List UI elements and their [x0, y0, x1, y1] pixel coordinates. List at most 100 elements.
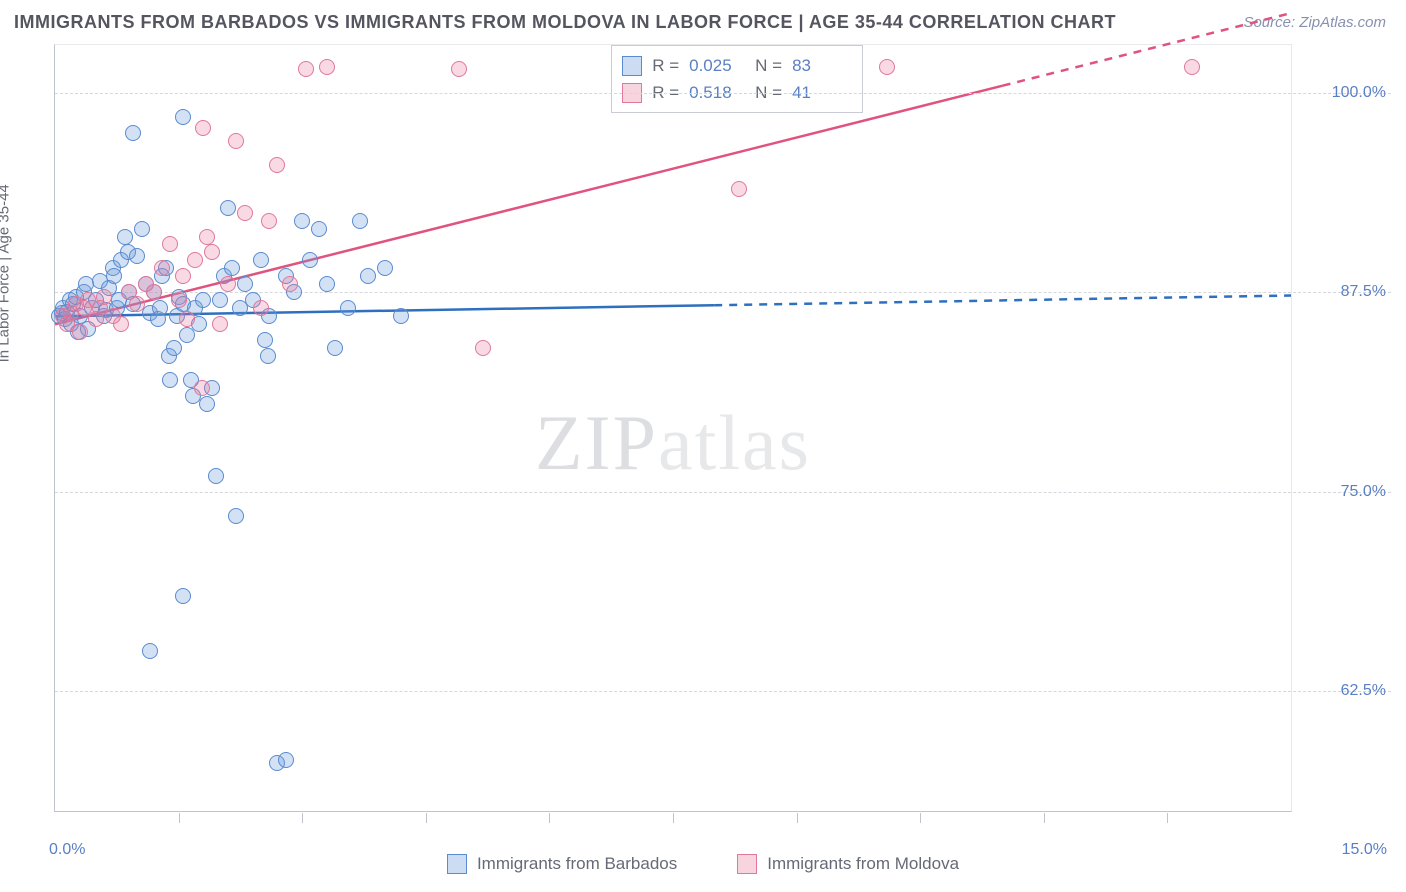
data-point-barbados — [78, 276, 94, 292]
data-point-barbados — [51, 308, 67, 324]
y-tick-label: 100.0% — [1296, 84, 1386, 102]
data-point-barbados — [175, 588, 191, 604]
data-point-moldova — [162, 236, 178, 252]
data-point-barbados — [311, 221, 327, 237]
data-point-barbados — [278, 752, 294, 768]
data-point-moldova — [261, 213, 277, 229]
trendline-barbados — [55, 305, 714, 316]
data-point-barbados — [169, 308, 185, 324]
data-point-moldova — [451, 61, 467, 77]
chart-title: IMMIGRANTS FROM BARBADOS VS IMMIGRANTS F… — [14, 12, 1116, 33]
data-point-barbados — [224, 260, 240, 276]
data-point-barbados — [179, 327, 195, 343]
data-point-barbados — [98, 302, 114, 318]
data-point-barbados — [183, 372, 199, 388]
data-point-barbados — [105, 260, 121, 276]
data-point-barbados — [269, 755, 285, 771]
data-point-barbados — [63, 316, 79, 332]
data-point-barbados — [125, 296, 141, 312]
x-tick — [179, 813, 180, 823]
data-point-barbados — [158, 260, 174, 276]
data-point-barbados — [162, 372, 178, 388]
data-point-barbados — [62, 292, 78, 308]
data-point-barbados — [54, 305, 70, 321]
legend-swatch-barbados — [447, 854, 467, 874]
data-point-barbados — [80, 321, 96, 337]
data-point-barbados — [352, 213, 368, 229]
data-point-moldova — [175, 268, 191, 284]
legend-swatch-moldova — [737, 854, 757, 874]
data-point-barbados — [175, 109, 191, 125]
data-point-moldova — [76, 300, 92, 316]
data-point-barbados — [166, 340, 182, 356]
data-point-barbados — [161, 348, 177, 364]
data-point-barbados — [55, 300, 71, 316]
data-point-barbados — [393, 308, 409, 324]
data-point-moldova — [171, 292, 187, 308]
data-point-barbados — [245, 292, 261, 308]
data-point-barbados — [65, 296, 81, 312]
y-axis-label: In Labor Force | Age 35-44 — [0, 184, 13, 362]
data-point-moldova — [199, 229, 215, 245]
data-point-barbados — [120, 244, 136, 260]
x-tick — [549, 813, 550, 823]
data-point-barbados — [142, 643, 158, 659]
data-point-barbados — [278, 268, 294, 284]
data-point-moldova — [138, 276, 154, 292]
data-point-moldova — [212, 316, 228, 332]
y-tick-label: 87.5% — [1296, 283, 1386, 301]
data-point-moldova — [154, 260, 170, 276]
legend-item-barbados: Immigrants from Barbados — [447, 854, 677, 874]
data-point-barbados — [302, 252, 318, 268]
n-value-barbados: 83 — [792, 52, 848, 79]
stats-row-barbados: R =0.025N =83 — [622, 52, 848, 79]
data-point-moldova — [194, 380, 210, 396]
x-tick — [1167, 813, 1168, 823]
gridline-h — [55, 492, 1391, 493]
data-point-barbados — [260, 348, 276, 364]
data-point-barbados — [340, 300, 356, 316]
x-tick — [426, 813, 427, 823]
data-point-barbados — [216, 268, 232, 284]
data-point-barbados — [138, 276, 154, 292]
data-point-moldova — [63, 305, 79, 321]
data-point-moldova — [72, 324, 88, 340]
data-point-moldova — [319, 59, 335, 75]
legend-item-moldova: Immigrants from Moldova — [737, 854, 959, 874]
data-point-barbados — [377, 260, 393, 276]
data-point-barbados — [261, 308, 277, 324]
data-point-barbados — [72, 308, 88, 324]
data-point-barbados — [204, 380, 220, 396]
data-point-barbados — [150, 311, 166, 327]
data-point-barbados — [360, 268, 376, 284]
data-point-barbados — [84, 300, 100, 316]
y-tick-label: 62.5% — [1296, 682, 1386, 700]
x-tick — [302, 813, 303, 823]
data-point-barbados — [185, 388, 201, 404]
data-point-moldova — [1184, 59, 1200, 75]
legend-label-moldova: Immigrants from Moldova — [767, 854, 959, 874]
data-point-moldova — [68, 296, 84, 312]
trendline-ext-barbados — [714, 296, 1291, 306]
data-point-moldova — [475, 340, 491, 356]
data-point-moldova — [228, 133, 244, 149]
data-point-barbados — [106, 268, 122, 284]
data-point-barbados — [96, 308, 112, 324]
data-point-moldova — [88, 311, 104, 327]
x-tick — [673, 813, 674, 823]
data-point-barbados — [113, 252, 129, 268]
data-point-barbados — [232, 300, 248, 316]
trendline-moldova — [55, 86, 1003, 325]
r-value-barbados: 0.025 — [689, 52, 745, 79]
stats-legend-box: R =0.025N =83R =0.518N =41 — [611, 45, 863, 113]
legend-label-barbados: Immigrants from Barbados — [477, 854, 677, 874]
data-point-barbados — [70, 324, 86, 340]
gridline-h — [55, 691, 1391, 692]
data-point-moldova — [187, 252, 203, 268]
data-point-moldova — [237, 205, 253, 221]
swatch-barbados — [622, 56, 642, 76]
data-point-barbados — [109, 300, 125, 316]
n-label: N = — [755, 52, 782, 79]
data-point-barbados — [92, 273, 108, 289]
x-tick — [1044, 813, 1045, 823]
